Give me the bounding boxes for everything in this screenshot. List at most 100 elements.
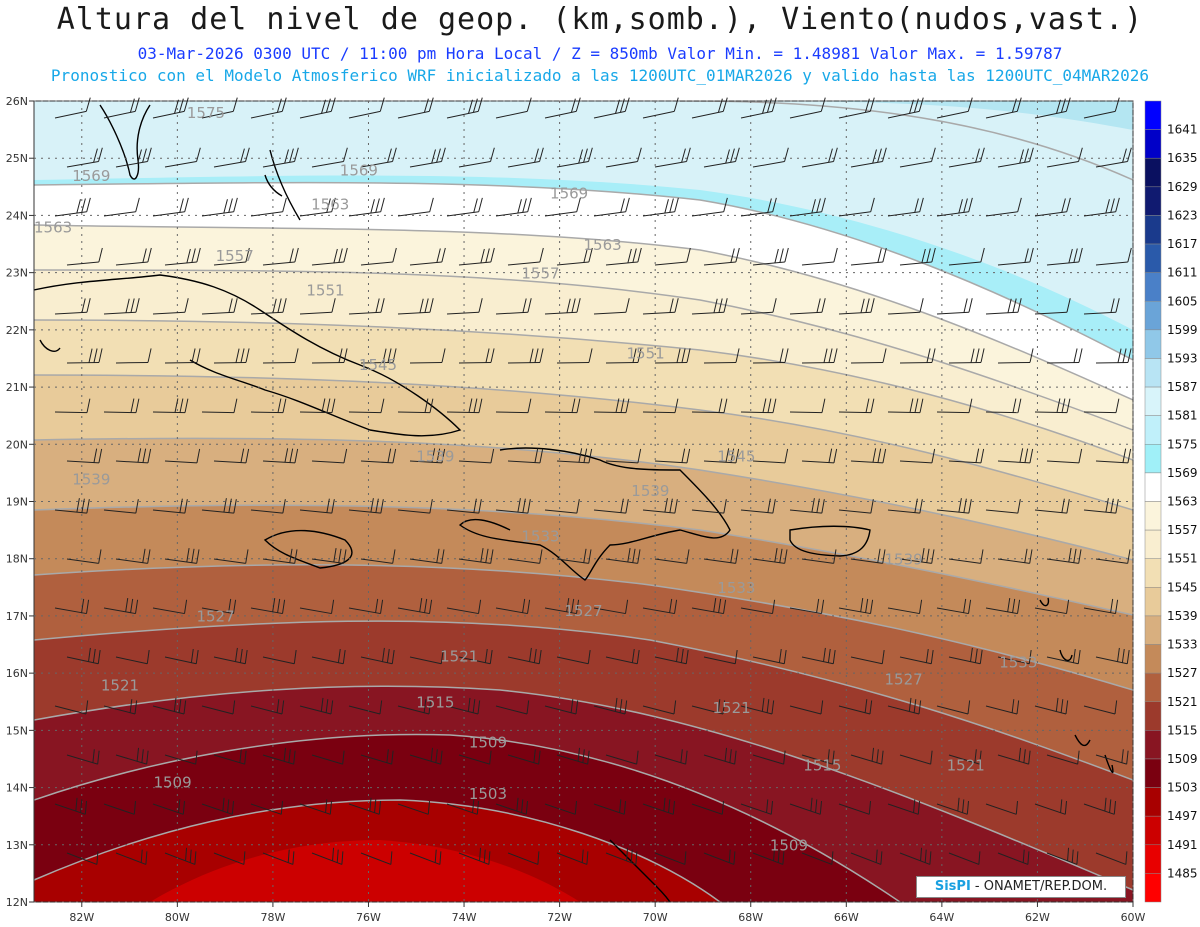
wind-barb [360,247,397,266]
wind-barb [691,398,728,414]
wind-barb [495,298,532,315]
wind-barb [409,247,446,266]
wind-barb [544,699,579,715]
wind-barb [495,700,530,715]
wind-barb [605,247,642,266]
wind-barb [103,597,139,615]
wind-barb [997,147,1034,168]
legend-label: 1617 [1167,237,1198,251]
lat-tick-label: 15N [6,724,28,737]
legend-label: 1611 [1167,266,1198,280]
contour-label: 1521 [440,648,478,666]
wind-barb [838,801,872,815]
wind-barb [850,147,887,168]
coastlines [34,104,1114,902]
wind-barb [642,498,678,514]
legend-label: 1503 [1167,781,1198,795]
wind-barb [458,348,495,364]
legend-swatch [1144,529,1162,559]
contour-label: 1557 [521,264,559,282]
legend-swatch [1144,472,1162,502]
legend-swatch [1144,243,1162,273]
wind-barb [850,849,883,865]
wind-barb [936,398,973,414]
wind-barb [1034,97,1071,119]
wind-barb [348,398,385,414]
legend-swatch [1144,730,1162,760]
wind-barb [789,97,826,119]
wind-barb [544,499,580,514]
wind-barb [691,597,727,615]
wind-barb [654,448,691,464]
wind-barb [642,700,677,715]
contour-label: 1533 [999,653,1037,671]
wind-barb [54,700,89,715]
contour-label: 1539 [416,447,454,465]
wind-barb [899,847,932,865]
map-subtitle-time: 03-Mar-2026 0300 UTC / 11:00 pm Hora Loc… [137,44,1063,63]
wind-barb [1046,147,1083,168]
wind-barb [495,197,532,217]
wind-barb [740,398,777,414]
wind-barb [1034,599,1070,615]
wind-barb [850,448,887,464]
wind-barb [152,599,188,615]
legend-label: 1533 [1167,638,1198,652]
wind-barb [936,797,970,815]
lon-tick-label: 68W [738,911,763,924]
wind-barb [458,548,494,564]
wind-barb [899,147,936,168]
legend-swatch [1144,215,1162,245]
wind-barb [409,348,446,364]
legend-label: 1485 [1167,866,1198,880]
wind-barb [213,448,250,464]
wind-barb [311,247,348,266]
legend-swatch [1144,129,1162,159]
wind-barb [164,247,201,266]
wind-barb [115,247,152,266]
wind-barb [948,647,983,665]
wind-barb [838,97,875,119]
wind-barb [887,599,923,615]
wind-barb [458,147,495,168]
wind-barb [360,851,393,865]
lat-tick-label: 21N [6,381,28,394]
lon-tick-label: 64W [929,911,954,924]
wind-barb [458,247,495,266]
axis-ticks: 82W 80W 78W 76W 74W 72W 70W 68W 66W 64W 62W 60W 12N 1… [6,95,1146,924]
lon-tick-label: 78W [260,911,285,924]
wind-barb [1046,750,1080,765]
wind-barb [201,498,237,514]
wind-barb [250,97,287,119]
wind-barb [397,499,433,514]
lon-tick-label: 74W [452,911,477,924]
wind-barb [544,597,580,615]
wind-barb [838,699,873,715]
wind-barb [948,448,985,464]
wind-barb [507,147,544,168]
wind-barb [152,697,187,715]
wind-barb [985,197,1022,217]
legend-label: 1581 [1167,409,1198,423]
wind-barb [103,97,140,119]
lat-tick-label: 22N [6,324,28,337]
lon-tick-label: 76W [356,911,381,924]
wind-barb [1034,298,1071,315]
wind-barb [495,797,529,815]
wind-barb [887,298,924,315]
wind-barb [899,548,935,564]
wind-barb [348,797,382,815]
legend-swatch [1144,329,1162,359]
wind-barb [1046,847,1079,865]
wind-barb [544,801,578,815]
wind-barb [360,749,394,765]
wind-barb [348,298,385,315]
wind-barb [152,398,189,414]
contour-label: 1515 [416,693,454,711]
wind-barb [409,849,442,865]
wind-barb [801,549,837,564]
wind-barb [642,97,679,119]
legend-label: 1605 [1167,294,1198,308]
wind-barb [801,647,836,665]
legend-label: 1629 [1167,180,1198,194]
